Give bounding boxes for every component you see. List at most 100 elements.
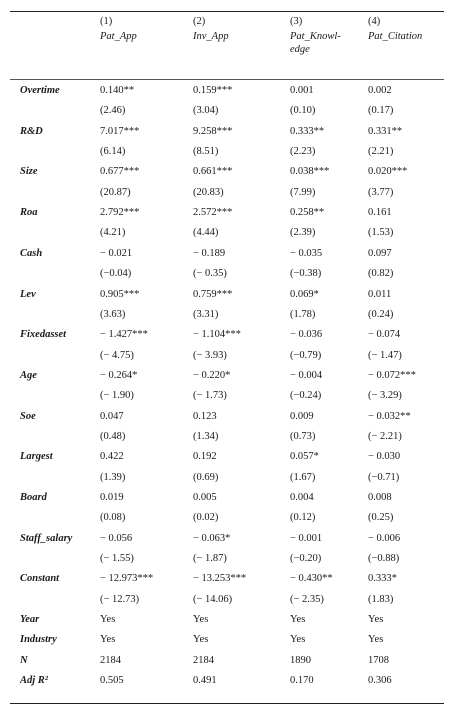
column-name: Inv_App (193, 31, 229, 42)
table-cell: − 13.253*** (193, 573, 247, 585)
table-cell: 0.069* (290, 288, 319, 300)
table-cell: (−0.20) (290, 553, 322, 565)
table-cell: (− 2.21) (368, 430, 402, 442)
table-row: Constant − 12.973*** − 13.253*** − 0.430** 0… (0, 570, 454, 588)
table-row-tstat: (3.63) (3.31) (1.78) (0.24) (0, 306, 454, 324)
table-row: Year Yes Yes Yes Yes (0, 611, 454, 629)
table-cell: (− 1.90) (100, 390, 134, 402)
table-cell: 0.097 (368, 247, 392, 259)
table-row: Adj R² 0.505 0.491 0.170 0.306 (0, 672, 454, 690)
row-label: Industry (20, 634, 57, 646)
table-row: Fixedasset − 1.427*** − 1.104*** − 0.036 − 0… (0, 326, 454, 344)
table-cell: (2.23) (290, 146, 316, 158)
table-row: Roa 2.792*** 2.572*** 0.258** 0.161 (0, 204, 454, 222)
table-cell: (4.44) (193, 227, 219, 239)
table-cell: − 0.063* (193, 532, 231, 544)
table-cell: Yes (290, 634, 306, 646)
table-row-tstat: (0.08) (0.02) (0.12) (0.25) (0, 509, 454, 527)
table-cell: − 0.021 (100, 247, 133, 259)
table-row: Size 0.677*** 0.661*** 0.038*** 0.020*** (0, 163, 454, 181)
row-label: Fixedasset (20, 329, 67, 341)
table-cell: 0.159*** (193, 85, 233, 96)
table-cell: (6.14) (100, 146, 126, 158)
table-cell: 0.505 (100, 675, 124, 687)
row-label: Cash (20, 247, 43, 259)
table-cell: 0.192 (193, 451, 217, 463)
table-cell: (8.51) (193, 146, 219, 158)
table-cell: 0.123 (193, 410, 217, 422)
table-cell: (1.83) (368, 593, 394, 605)
table-row: Industry Yes Yes Yes Yes (0, 631, 454, 649)
table-cell: Yes (193, 614, 209, 626)
table-row-tstat: (− 1.55) (− 1.87) (−0.20) (−0.88) (0, 550, 454, 568)
table-row: Staff_salary − 0.056 − 0.063* − 0.001 − 0.00… (0, 530, 454, 548)
table-row: Board 0.019 0.005 0.004 0.008 (0, 489, 454, 507)
row-label: R&D (20, 125, 43, 137)
table-cell: − 0.030 (368, 451, 401, 463)
table-row: Cash − 0.021 − 0.189 − 0.035 0.097 (0, 245, 454, 263)
table-cell: (− 1.73) (193, 390, 227, 402)
table-cell: − 0.035 (290, 247, 323, 259)
column-header-2: (2) Inv_App (193, 14, 265, 43)
table-cell: (2.21) (368, 146, 394, 158)
table-cell: (1.53) (368, 227, 394, 239)
table-cell: 0.661*** (193, 166, 233, 178)
table-cell: (− 2.35) (290, 593, 324, 605)
row-label: Age (20, 369, 37, 381)
table-cell: (1.34) (193, 430, 219, 442)
table-cell: (2.39) (290, 227, 316, 239)
table-row: N 2184 2184 1890 1708 (0, 652, 454, 670)
row-label: N (20, 654, 28, 666)
table-cell: − 0.004 (290, 369, 323, 381)
row-label: Staff_salary (20, 532, 73, 544)
column-header-3: (3) Pat_Knowl-edge (290, 14, 354, 56)
table-cell: 0.047 (100, 410, 124, 422)
table-cell: (0.02) (193, 512, 219, 524)
table-cell: (− 12.73) (100, 593, 140, 605)
table-cell: 9.258*** (193, 125, 233, 137)
table-cell: (3.77) (368, 186, 394, 198)
table-cell: (4.21) (100, 227, 126, 239)
table-cell: Yes (290, 614, 306, 626)
table-cell: (− 3.93) (193, 349, 227, 361)
table-cell: (1.39) (100, 471, 126, 483)
table-cell: 0.002 (368, 85, 392, 96)
column-number: (2) (193, 16, 206, 27)
table-cell: (−0.24) (290, 390, 322, 402)
table-row-tstat: (6.14) (8.51) (2.23) (2.21) (0, 143, 454, 161)
table-cell: 0.011 (368, 288, 392, 300)
table-cell: 0.331** (368, 125, 403, 137)
table-cell: (0.24) (368, 308, 394, 320)
table-row: Lev 0.905*** 0.759*** 0.069* 0.011 (0, 286, 454, 304)
row-label: Largest (20, 451, 53, 463)
table-row: Largest 0.422 0.192 0.057* − 0.030 (0, 448, 454, 466)
table-cell: − 0.032** (368, 410, 411, 422)
table-cell: 0.422 (100, 451, 124, 463)
table-cell: (− 4.75) (100, 349, 134, 361)
table-cell: 0.258** (290, 207, 325, 219)
table-cell: 0.038*** (290, 166, 330, 178)
table-cell: 0.333** (290, 125, 325, 137)
row-label: Year (20, 614, 40, 626)
table-cell: (− 0.35) (193, 268, 227, 280)
table-cell: (− 3.29) (368, 390, 402, 402)
table-cell: 0.161 (368, 207, 392, 219)
table-cell: 0.759*** (193, 288, 233, 300)
table-cell: Yes (368, 634, 384, 646)
table-cell: − 1.427*** (100, 329, 148, 341)
table-cell: (− 1.87) (193, 553, 227, 565)
table-cell: (0.69) (193, 471, 219, 483)
table-cell: − 0.264* (100, 369, 138, 381)
table-top-rule (10, 11, 444, 12)
column-name: Pat_Citation (368, 31, 423, 42)
row-label: Lev (20, 288, 36, 300)
table-cell: − 0.056 (100, 532, 133, 544)
table-cell: 0.005 (193, 492, 217, 503)
table-cell: (3.31) (193, 308, 219, 320)
table-cell: Yes (100, 634, 116, 646)
column-number: (4) (368, 16, 381, 27)
table-row-tstat: (−0.04) (− 0.35) (−0.38) (0.82) (0, 265, 454, 283)
table-row-tstat: (− 12.73) (− 14.06) (− 2.35) (1.83) (0, 591, 454, 609)
table-cell: 0.008 (368, 492, 392, 503)
row-label: Constant (20, 573, 60, 585)
